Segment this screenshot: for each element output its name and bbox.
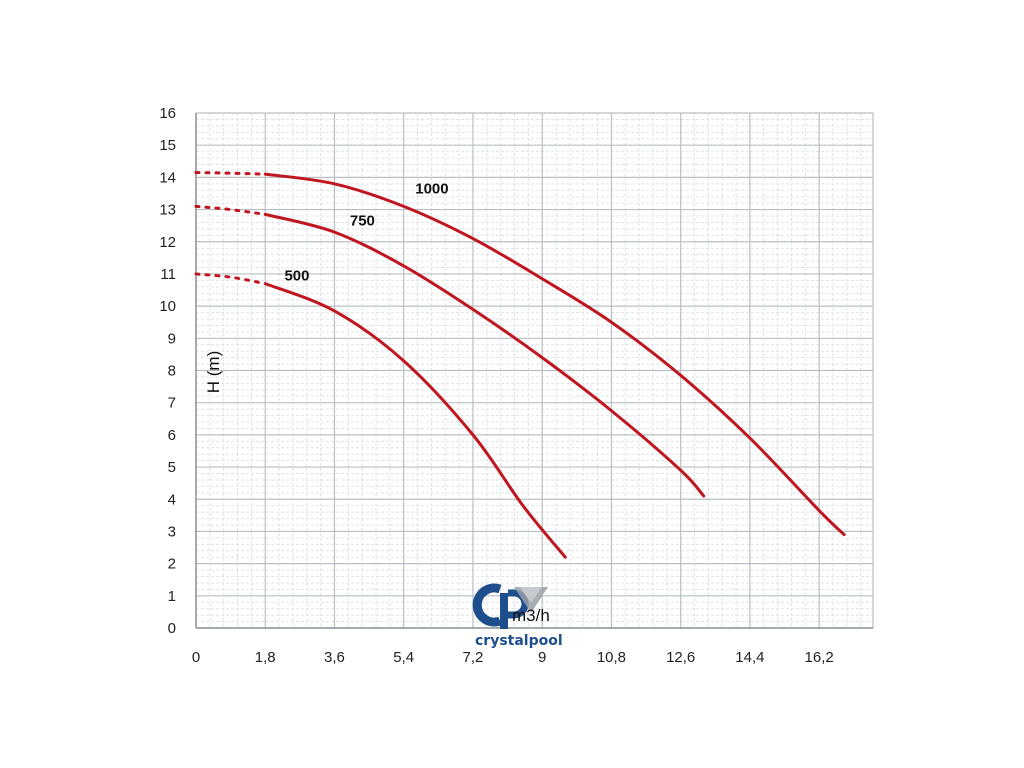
x-tick-label: 10,8 [597, 649, 626, 666]
y-tick-label: 1 [168, 588, 176, 605]
series-label-500: 500 [284, 267, 309, 284]
y-tick-label: 12 [159, 234, 176, 251]
y-tick-label: 0 [168, 620, 176, 637]
x-tick-label: 16,2 [805, 649, 834, 666]
y-tick-label: 14 [159, 169, 176, 186]
y-tick-label: 5 [168, 459, 176, 476]
series-labels: 1000 750 500 [284, 180, 448, 284]
series-750-dotted-start [194, 204, 267, 216]
series-1000-dotted-start [194, 171, 267, 176]
y-tick-label: 2 [168, 556, 176, 573]
y-tick-label: 11 [160, 266, 176, 283]
crystalpool-logo: crystalpool [472, 583, 563, 649]
y-tick-label: 15 [159, 137, 176, 154]
y-tick-label: 4 [168, 491, 176, 508]
series-label-750: 750 [350, 213, 375, 230]
major-grid [195, 112, 874, 629]
y-tick-label: 10 [159, 298, 176, 315]
x-tick-label: 5,4 [393, 649, 414, 666]
x-tick-label: 7,2 [463, 649, 484, 666]
logo-text: crystalpool [475, 633, 563, 649]
x-tick-label: 0 [192, 649, 200, 666]
series-1000-line [263, 172, 846, 537]
series-500-line [263, 282, 567, 559]
series-lines [194, 171, 846, 559]
y-tick-label: 6 [168, 427, 176, 444]
logo-p-stem [500, 593, 508, 629]
y-tick-label: 13 [159, 202, 176, 219]
x-tick-label: 9 [538, 649, 546, 666]
x-tick-label: 3,6 [324, 649, 345, 666]
y-axis-title: H (m) [204, 351, 223, 393]
logo-p-bowl [508, 589, 529, 619]
series-500-dotted-start [194, 272, 267, 286]
y-tick-label: 8 [168, 363, 176, 380]
x-tick-label: 12,6 [666, 649, 695, 666]
series-label-1000: 1000 [415, 180, 448, 197]
x-axis-tick-labels: 0 1,8 3,6 5,4 7,2 9 10,8 12,6 14,4 16,2 [192, 649, 834, 666]
y-tick-label: 3 [168, 523, 176, 540]
logo-c-shape [472, 583, 502, 627]
y-tick-label: 16 [159, 105, 176, 122]
x-tick-label: 1,8 [255, 649, 276, 666]
y-tick-label: 7 [168, 395, 176, 412]
x-tick-label: 14,4 [735, 649, 764, 666]
y-tick-label: 9 [168, 330, 176, 347]
series-750-line [263, 212, 706, 498]
x-axis-title: m3/h [512, 606, 550, 625]
